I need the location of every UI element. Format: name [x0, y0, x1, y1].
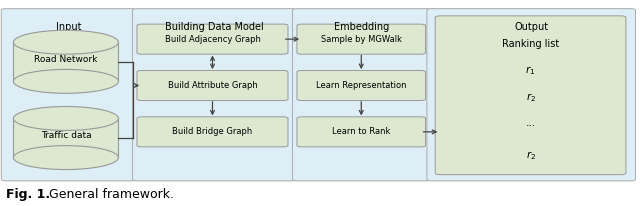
Text: Traffic data: Traffic data [40, 131, 92, 140]
Bar [13, 118, 118, 158]
Text: $r_1$: $r_1$ [525, 65, 536, 77]
Text: Build Bridge Graph: Build Bridge Graph [172, 127, 253, 136]
Text: Embedding: Embedding [334, 22, 389, 32]
Text: Building Data Model: Building Data Model [165, 22, 264, 32]
FancyBboxPatch shape [132, 9, 296, 181]
Text: $r_2$: $r_2$ [525, 91, 536, 104]
Ellipse shape [13, 107, 118, 130]
FancyBboxPatch shape [435, 16, 626, 175]
Ellipse shape [13, 30, 118, 54]
Ellipse shape [13, 69, 118, 93]
Text: Learn Representation: Learn Representation [316, 81, 406, 90]
Text: Sample by MGWalk: Sample by MGWalk [321, 35, 402, 44]
Text: Build Attribute Graph: Build Attribute Graph [168, 81, 257, 90]
FancyBboxPatch shape [297, 70, 426, 101]
Text: Road Network: Road Network [34, 55, 98, 64]
Text: General framework.: General framework. [49, 188, 174, 201]
Text: Fig. 1.: Fig. 1. [6, 188, 51, 201]
FancyBboxPatch shape [137, 117, 288, 147]
FancyBboxPatch shape [297, 24, 426, 54]
Text: ...: ... [525, 118, 536, 128]
FancyBboxPatch shape [1, 9, 136, 181]
Text: Output: Output [514, 22, 548, 32]
Ellipse shape [13, 146, 118, 170]
Text: Learn to Rank: Learn to Rank [332, 127, 390, 136]
Bar [13, 42, 118, 81]
Text: $r_2$: $r_2$ [525, 149, 536, 162]
FancyBboxPatch shape [137, 70, 288, 101]
FancyBboxPatch shape [297, 117, 426, 147]
Text: Ranking list: Ranking list [502, 39, 559, 49]
Text: Fig. 1.  General framework.: Fig. 1. General framework. [6, 188, 177, 201]
FancyBboxPatch shape [137, 24, 288, 54]
FancyBboxPatch shape [427, 9, 636, 181]
FancyBboxPatch shape [292, 9, 431, 181]
Text: Build Adjacency Graph: Build Adjacency Graph [164, 35, 260, 44]
Text: Input: Input [56, 22, 81, 32]
